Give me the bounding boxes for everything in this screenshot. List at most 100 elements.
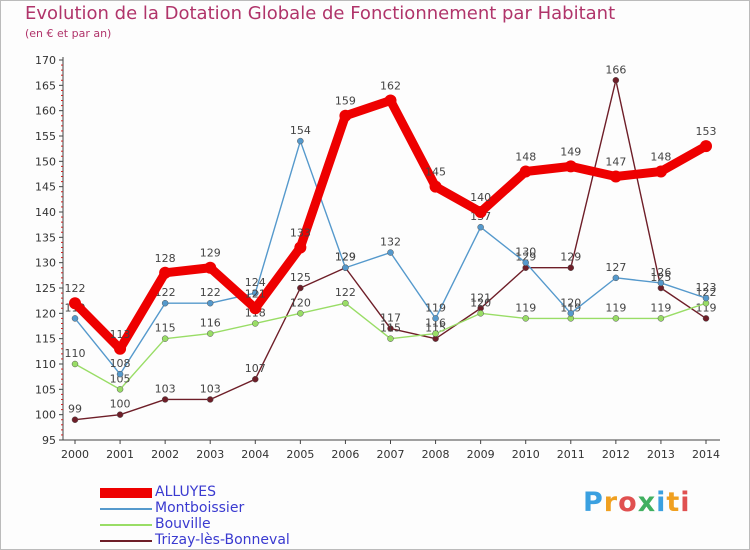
- data-point: [71, 360, 79, 368]
- data-label: 123: [696, 281, 717, 294]
- data-label: 149: [560, 145, 581, 158]
- y-tick-label: 120: [35, 307, 56, 320]
- data-label: 99: [68, 403, 82, 416]
- logo-letter: i: [680, 487, 691, 518]
- data-point: [657, 315, 665, 322]
- y-tick-label: 100: [35, 409, 56, 422]
- data-point: [564, 160, 577, 173]
- x-tick-label: 2007: [377, 448, 405, 461]
- data-point: [71, 416, 79, 423]
- data-label: 103: [200, 382, 221, 395]
- data-point: [252, 375, 259, 383]
- data-point: [654, 165, 667, 178]
- data-label: 128: [155, 252, 176, 265]
- data-label: 133: [290, 226, 311, 239]
- x-tick-label: 2014: [692, 448, 720, 461]
- y-tick-label: 115: [35, 333, 56, 346]
- logo-letter: t: [666, 487, 681, 518]
- x-tick-label: 2000: [61, 448, 89, 461]
- x-tick-label: 2004: [241, 448, 269, 461]
- data-point: [612, 274, 620, 282]
- data-point: [71, 315, 79, 322]
- logo-letter: i: [656, 487, 667, 518]
- data-label: 105: [110, 372, 131, 385]
- data-point: [387, 249, 394, 256]
- data-point: [477, 310, 484, 317]
- data-point: [702, 294, 710, 302]
- y-tick-label: 105: [35, 383, 56, 396]
- data-point: [474, 206, 487, 218]
- data-point: [522, 315, 529, 322]
- data-label: 140: [470, 191, 491, 204]
- legend-swatch-trizay: [100, 540, 152, 542]
- legend-label-montboissier: Montboissier: [155, 500, 245, 516]
- x-tick-label: 2010: [512, 448, 540, 461]
- data-point: [342, 299, 349, 307]
- data-point: [69, 297, 81, 310]
- data-point: [297, 310, 304, 317]
- x-tick-label: 2013: [647, 448, 675, 461]
- data-label: 153: [696, 125, 717, 138]
- data-label: 110: [65, 347, 86, 360]
- data-point: [432, 330, 439, 337]
- data-label: 113: [110, 328, 131, 341]
- data-label: 120: [470, 296, 491, 309]
- data-label: 120: [560, 296, 581, 309]
- data-label: 154: [290, 124, 311, 137]
- data-label: 147: [605, 156, 626, 169]
- x-tick-label: 2001: [106, 448, 134, 461]
- data-point: [204, 261, 217, 274]
- data-point: [432, 315, 439, 322]
- data-point: [342, 264, 349, 271]
- x-tick-label: 2005: [286, 448, 314, 461]
- data-label: 122: [200, 286, 221, 299]
- legend-item-alluyes: ALLUYES: [100, 484, 360, 501]
- y-tick-label: 160: [35, 105, 56, 118]
- y-tick-label: 110: [35, 358, 56, 371]
- data-label: 116: [200, 317, 221, 330]
- chart-subtitle: (en € et par an): [25, 27, 112, 40]
- x-tick-label: 2003: [196, 448, 224, 461]
- legend-item-montboissier: Montboissier: [100, 500, 360, 517]
- data-label: 129: [335, 251, 356, 264]
- data-label: 116: [425, 317, 446, 330]
- data-point: [206, 330, 214, 337]
- data-point: [252, 320, 259, 327]
- data-point: [206, 396, 214, 403]
- data-point: [206, 299, 214, 307]
- data-point: [116, 370, 124, 378]
- data-label: 129: [515, 251, 536, 264]
- data-point: [567, 310, 575, 317]
- data-point: [161, 299, 169, 307]
- data-label: 129: [560, 251, 581, 264]
- data-label: 145: [425, 166, 446, 179]
- data-point: [429, 180, 442, 193]
- legend-item-trizay: Trizay-lès-Bonneval: [100, 532, 360, 549]
- data-point: [249, 302, 262, 315]
- chart-title: Evolution de la Dotation Globale de Fonc…: [25, 3, 616, 24]
- data-label: 166: [605, 63, 626, 76]
- data-point: [387, 335, 394, 342]
- data-label: 159: [335, 95, 356, 108]
- y-tick-label: 140: [35, 206, 56, 219]
- x-tick-label: 2009: [467, 448, 495, 461]
- logo-letter: x: [637, 487, 657, 518]
- data-label: 120: [290, 296, 311, 309]
- data-point: [612, 315, 620, 322]
- x-tick-label: 2012: [602, 448, 630, 461]
- legend-swatch-montboissier: [100, 508, 152, 510]
- data-point: [339, 109, 352, 122]
- legend: ALLUYES Montboissier Bouville Trizay-lès…: [100, 484, 360, 549]
- logo-letter: o: [618, 487, 638, 518]
- data-point: [114, 342, 127, 355]
- data-label: 119: [560, 301, 581, 314]
- data-label: 121: [470, 291, 491, 304]
- data-point: [519, 165, 532, 178]
- logo-letter: r: [603, 487, 619, 518]
- data-label: 115: [155, 322, 176, 335]
- data-point: [609, 170, 622, 183]
- data-point: [567, 264, 575, 271]
- data-label: 130: [515, 246, 536, 259]
- x-tick-label: 2002: [151, 448, 179, 461]
